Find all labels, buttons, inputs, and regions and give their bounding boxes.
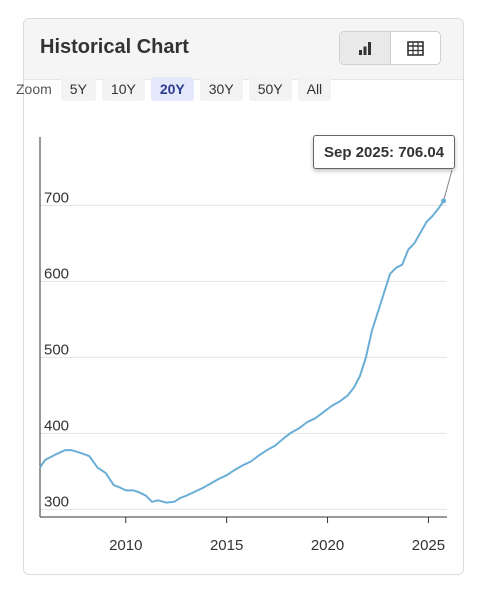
series-line <box>39 200 445 504</box>
tooltip-connector <box>443 169 453 201</box>
historical-chart-card: Historical Chart <box>23 18 464 575</box>
zoom-label: Zoom <box>16 81 52 97</box>
y-tick-label-500: 500 <box>44 341 69 358</box>
data-point-tooltip: Sep 2025: 706.04 <box>313 135 456 169</box>
y-tick-label-600: 600 <box>44 265 69 282</box>
card-header: Historical Chart <box>24 19 463 80</box>
x-tick-label-2010: 2010 <box>109 537 142 554</box>
zoom-selector: Zoom 5Y 10Y 20Y 30Y 50Y All <box>16 77 337 101</box>
x-tick-label-2015: 2015 <box>210 537 243 554</box>
y-tick-label-700: 700 <box>44 189 69 206</box>
zoom-option-30y[interactable]: 30Y <box>199 77 243 101</box>
y-tick-label-300: 300 <box>44 493 69 510</box>
zoom-option-5y[interactable]: 5Y <box>60 77 96 101</box>
table-view-button[interactable] <box>391 32 441 64</box>
chart-view-button[interactable] <box>340 32 391 64</box>
bar-chart-icon <box>358 42 371 55</box>
y-tick-label-400: 400 <box>44 417 69 434</box>
last-data-point <box>441 198 447 204</box>
zoom-option-all[interactable]: All <box>297 77 332 101</box>
chart-title: Historical Chart <box>40 36 189 58</box>
x-tick-label-2020: 2020 <box>311 537 344 554</box>
table-icon <box>406 40 424 56</box>
view-toggle <box>339 31 441 65</box>
zoom-option-20y[interactable]: 20Y <box>150 77 194 101</box>
zoom-option-50y[interactable]: 50Y <box>248 77 292 101</box>
zoom-option-10y[interactable]: 10Y <box>101 77 145 101</box>
x-tick-label-2025: 2025 <box>412 537 445 554</box>
